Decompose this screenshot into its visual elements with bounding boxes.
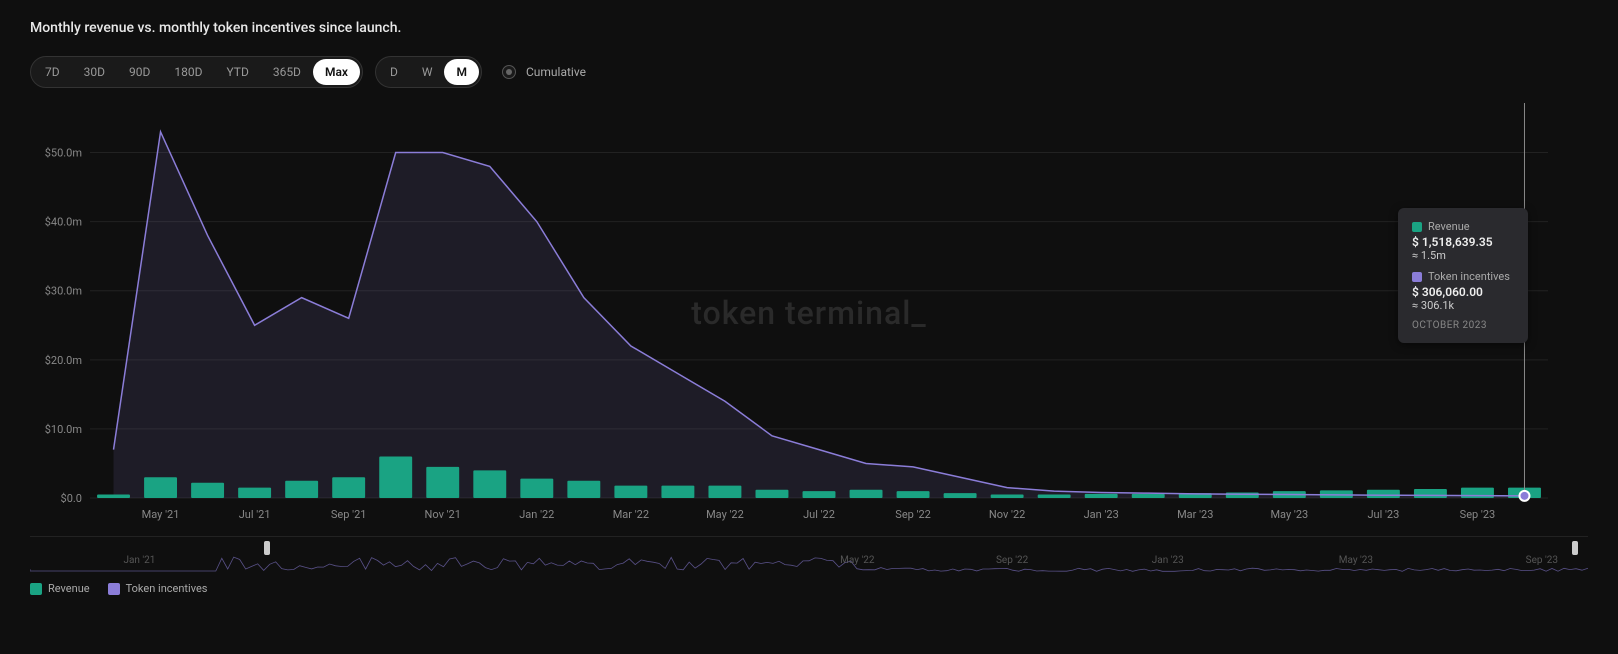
brush-x-label: May '22	[840, 555, 874, 566]
x-tick-label: Sep '23	[1460, 508, 1496, 521]
revenue-bar	[1367, 490, 1400, 498]
tooltip-swatch	[1412, 222, 1422, 232]
legend-label: Token incentives	[126, 582, 208, 595]
y-tick-label: $20.0m	[45, 354, 82, 367]
revenue-bar	[1038, 495, 1071, 498]
tooltip-approx: ≈ 306.1k	[1412, 299, 1514, 312]
revenue-bar	[332, 477, 365, 498]
controls-row: 7D30D90D180DYTD365DMax DWM Cumulative	[30, 56, 1588, 88]
revenue-bar	[520, 479, 553, 498]
range-btn-ytd[interactable]: YTD	[214, 59, 260, 85]
revenue-bar	[1461, 488, 1494, 498]
x-tick-label: Sep '21	[331, 508, 367, 521]
x-tick-label: May '22	[706, 508, 744, 521]
x-tick-label: Nov '21	[425, 508, 461, 521]
x-tick-label: Mar '22	[613, 508, 649, 521]
legend-item: Token incentives	[108, 582, 208, 595]
revenue-bar	[191, 483, 224, 498]
cumulative-toggle[interactable]: Cumulative	[502, 65, 586, 79]
x-tick-label: Jul '21	[239, 508, 271, 521]
granularity-pill-group: DWM	[375, 56, 482, 88]
gran-btn-w[interactable]: W	[410, 59, 445, 85]
range-btn-365d[interactable]: 365D	[261, 59, 313, 85]
revenue-bar	[379, 457, 412, 498]
legend-label: Revenue	[48, 582, 90, 595]
x-tick-label: May '23	[1270, 508, 1308, 521]
y-tick-label: $40.0m	[45, 216, 82, 229]
tooltip-series-label: Token incentives	[1428, 270, 1510, 283]
range-btn-90d[interactable]: 90D	[117, 59, 162, 85]
tooltip-value: $ 306,060.00	[1412, 285, 1514, 299]
tooltip-date: OCTOBER 2023	[1412, 320, 1514, 331]
y-tick-label: $10.0m	[45, 423, 82, 436]
range-pill-group: 7D30D90D180DYTD365DMax	[30, 56, 363, 88]
range-btn-30d[interactable]: 30D	[72, 59, 117, 85]
x-tick-label: Mar '23	[1177, 508, 1213, 521]
revenue-bar	[850, 490, 883, 498]
revenue-bar	[1414, 489, 1447, 498]
legend-swatch	[108, 583, 120, 595]
revenue-bar	[238, 488, 271, 498]
revenue-bar	[614, 486, 647, 498]
brush-x-label: Jan '21	[123, 555, 155, 566]
revenue-bar	[1226, 492, 1259, 498]
gran-btn-d[interactable]: D	[378, 59, 410, 85]
tooltip-approx: ≈ 1.5m	[1412, 249, 1514, 262]
revenue-bar	[803, 491, 836, 498]
revenue-bar	[944, 493, 977, 498]
range-btn-7d[interactable]: 7D	[33, 59, 72, 85]
radio-icon	[502, 65, 516, 79]
revenue-bar	[1085, 494, 1118, 498]
brush-x-label: Jan '23	[1152, 555, 1184, 566]
cumulative-label: Cumulative	[526, 65, 586, 79]
time-brush[interactable]: Jan '21 May '22 Sep '22 Jan '23 May '23 Sep '…	[30, 536, 1588, 576]
y-tick-label: $50.0m	[45, 147, 82, 160]
x-tick-label: Jul '23	[1367, 508, 1399, 521]
brush-handle-left[interactable]	[264, 541, 270, 555]
revenue-bar	[991, 495, 1024, 498]
legend-swatch	[30, 583, 42, 595]
x-tick-label: May '21	[142, 508, 180, 521]
tooltip-series-label: Revenue	[1428, 220, 1470, 233]
x-tick-label: Sep '22	[895, 508, 931, 521]
legend: Revenue Token incentives	[30, 582, 1588, 595]
chart-title: Monthly revenue vs. monthly token incent…	[30, 20, 1588, 36]
revenue-bar	[661, 486, 694, 498]
x-tick-label: Jul '22	[803, 508, 835, 521]
revenue-bar	[97, 495, 130, 498]
revenue-bar	[144, 477, 177, 498]
x-tick-label: Jan '22	[519, 508, 554, 521]
revenue-bar	[473, 470, 506, 498]
revenue-bar	[285, 481, 318, 498]
x-tick-label: Nov '22	[989, 508, 1025, 521]
revenue-bar	[426, 467, 459, 498]
brush-x-label: Sep '22	[996, 555, 1028, 566]
brush-handle-right[interactable]	[1572, 541, 1578, 555]
range-btn-max[interactable]: Max	[313, 59, 360, 85]
cursor-marker	[1519, 491, 1529, 501]
chart-svg: $0.0 $10.0m $20.0m $30.0m $40.0m $50.0m May '2…	[30, 98, 1588, 528]
range-btn-180d[interactable]: 180D	[162, 59, 214, 85]
x-tick-label: Jan '23	[1084, 508, 1119, 521]
revenue-bar	[756, 490, 789, 498]
tooltip: Revenue $ 1,518,639.35≈ 1.5m Token incenti…	[1398, 208, 1528, 343]
legend-item: Revenue	[30, 582, 90, 595]
revenue-bar	[708, 486, 741, 498]
tooltip-swatch	[1412, 272, 1422, 282]
incentives-area	[114, 132, 1525, 498]
chart-area[interactable]: token terminal_ $0.0$10.0m$20.0m$30.0m$4…	[30, 98, 1588, 528]
revenue-bar	[567, 481, 600, 498]
revenue-bar	[897, 491, 930, 498]
revenue-bar	[1132, 494, 1165, 498]
y-tick-label: $0.0	[61, 492, 82, 505]
tooltip-value: $ 1,518,639.35	[1412, 235, 1514, 249]
y-tick-label: $30.0m	[45, 285, 82, 298]
brush-x-label: Sep '23	[1526, 555, 1558, 566]
gran-btn-m[interactable]: M	[444, 59, 479, 85]
brush-x-label: May '23	[1339, 555, 1373, 566]
